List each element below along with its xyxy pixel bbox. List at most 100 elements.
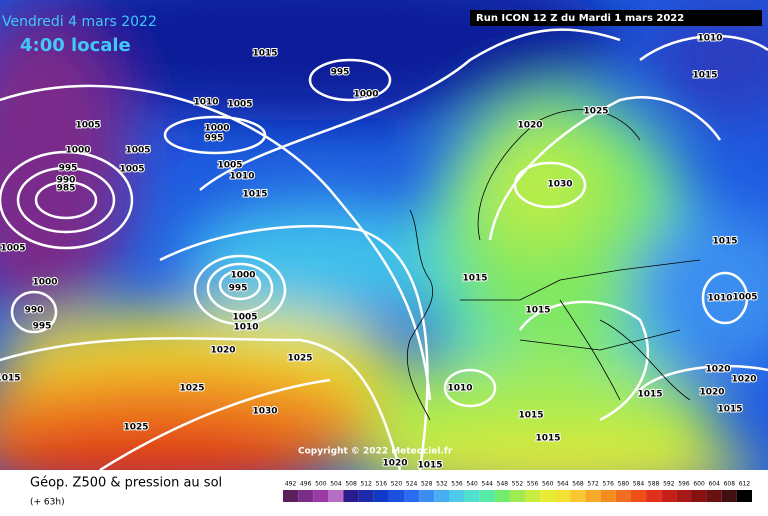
colorbar-swatch [676, 490, 692, 502]
isobar-label: 1015 [637, 390, 662, 400]
colorbar-label: 536 [451, 481, 463, 488]
colorbar-label: 608 [724, 481, 736, 488]
colorbar-swatch [479, 490, 495, 502]
colorbar-label: 600 [693, 481, 705, 488]
colorbar-swatch [525, 490, 541, 502]
isobar-label: 1010 [707, 294, 732, 304]
colorbar-label: 604 [708, 481, 720, 488]
isobar-label: 1015 [712, 237, 737, 247]
isobar-label: 1030 [252, 407, 277, 417]
colorbar-label: 500 [315, 481, 327, 488]
isobar-label: 1025 [179, 384, 204, 394]
colorbar-swatch [358, 490, 374, 502]
time: 4:00 locale [20, 35, 131, 56]
isobar-label: 1010 [697, 34, 722, 44]
colorbar-label: 512 [360, 481, 372, 488]
isobar-label: 1000 [32, 278, 57, 288]
isobar-label: 1020 [210, 346, 235, 356]
isobar-label: 995 [331, 68, 350, 78]
isobar-label: 1020 [382, 459, 407, 469]
colorbar-swatch [298, 490, 314, 502]
footer-title: Géop. Z500 & pression au sol [30, 476, 222, 491]
colorbar-swatch [661, 490, 677, 502]
colorbar-label: 516 [376, 481, 388, 488]
colorbar-swatch [404, 490, 420, 502]
colorbar-swatch [706, 490, 722, 502]
colorbar-swatch [419, 490, 435, 502]
colorbar-label: 528 [421, 481, 433, 488]
colorbar-swatch [585, 490, 601, 502]
colorbar-label: 496 [300, 481, 312, 488]
colorbar-label: 540 [466, 481, 478, 488]
colorbar-label: 576 [603, 481, 615, 488]
isobar-label: 1015 [717, 405, 742, 415]
isobar-label: 1000 [353, 90, 378, 100]
isobar-label: 1015 [242, 190, 267, 200]
colorbar-swatch [283, 490, 299, 502]
colorbar-swatch [373, 490, 389, 502]
isobar-label: 990 [57, 176, 76, 186]
isobar-label: 1020 [731, 375, 756, 385]
colorbar-swatch [721, 490, 737, 502]
colorbar-label: 596 [678, 481, 690, 488]
isobar-label: 1020 [699, 388, 724, 398]
run-info: Run ICON 12 Z du Mardi 1 mars 2022 [476, 13, 684, 24]
colorbar-label: 612 [739, 481, 751, 488]
colorbar-label: 568 [572, 481, 584, 488]
isobar-label: 1015 [417, 461, 442, 471]
colorbar-swatch [570, 490, 586, 502]
colorbar-label: 532 [436, 481, 448, 488]
isobar-label: 1020 [705, 365, 730, 375]
isobar-label: 1015 [518, 411, 543, 421]
colorbar: 492 496 500 504 508 512 516 520 524 528 532 536 540 5… [283, 481, 752, 502]
colorbar-swatch [328, 490, 344, 502]
colorbar-swatch [646, 490, 662, 502]
colorbar-swatch [343, 490, 359, 502]
isobar-label: 1005 [732, 293, 757, 303]
colorbar-swatch [540, 490, 556, 502]
colorbar-label: 564 [557, 481, 569, 488]
isobar-label: 1015 [0, 374, 21, 384]
colorbar-label: 548 [497, 481, 509, 488]
isobar-label: 1010 [447, 384, 472, 394]
isobar-label: 1015 [252, 49, 277, 59]
colorbar-label: 508 [345, 481, 357, 488]
isobar-label: 1005 [227, 100, 252, 110]
colorbar-swatch [600, 490, 616, 502]
colorbar-label: 492 [285, 481, 297, 488]
colorbar-swatch [434, 490, 450, 502]
colorbar-swatch [736, 490, 752, 502]
date: Vendredi 4 mars 2022 [2, 14, 157, 30]
colorbar-swatch [449, 490, 465, 502]
isobar-label: 995 [59, 164, 78, 174]
isobar-label: 1015 [535, 434, 560, 444]
isobar-label: 990 [25, 306, 44, 316]
isobar-label: 985 [57, 184, 76, 194]
colorbar-label: 504 [330, 481, 342, 488]
colorbar-label: 552 [512, 481, 524, 488]
colorbar-label: 556 [527, 481, 539, 488]
isobar-label: 1005 [0, 244, 25, 254]
isobar-label: 1010 [233, 323, 258, 333]
map-background [0, 0, 768, 500]
isobar-label: 1030 [547, 180, 572, 190]
colorbar-label: 580 [618, 481, 630, 488]
footer-lead: (+ 63h) [30, 498, 65, 508]
colorbar-swatch [630, 490, 647, 502]
isobar-label: 1015 [462, 274, 487, 284]
colorbar-swatch [494, 490, 510, 502]
colorbar-label: 592 [663, 481, 675, 488]
isobar-label: 1000 [204, 124, 229, 134]
isobar-label: 1000 [65, 146, 90, 156]
colorbar-label: 520 [391, 481, 403, 488]
colorbar-swatch [313, 490, 329, 502]
colorbar-swatch [691, 490, 707, 502]
colorbar-swatch [615, 490, 631, 502]
colorbar-label: 544 [482, 481, 494, 488]
isobar-label: 1000 [230, 271, 255, 281]
colorbar-label: 524 [406, 481, 418, 488]
copyright: Copyright © 2022 Meteociel.fr [298, 447, 453, 457]
